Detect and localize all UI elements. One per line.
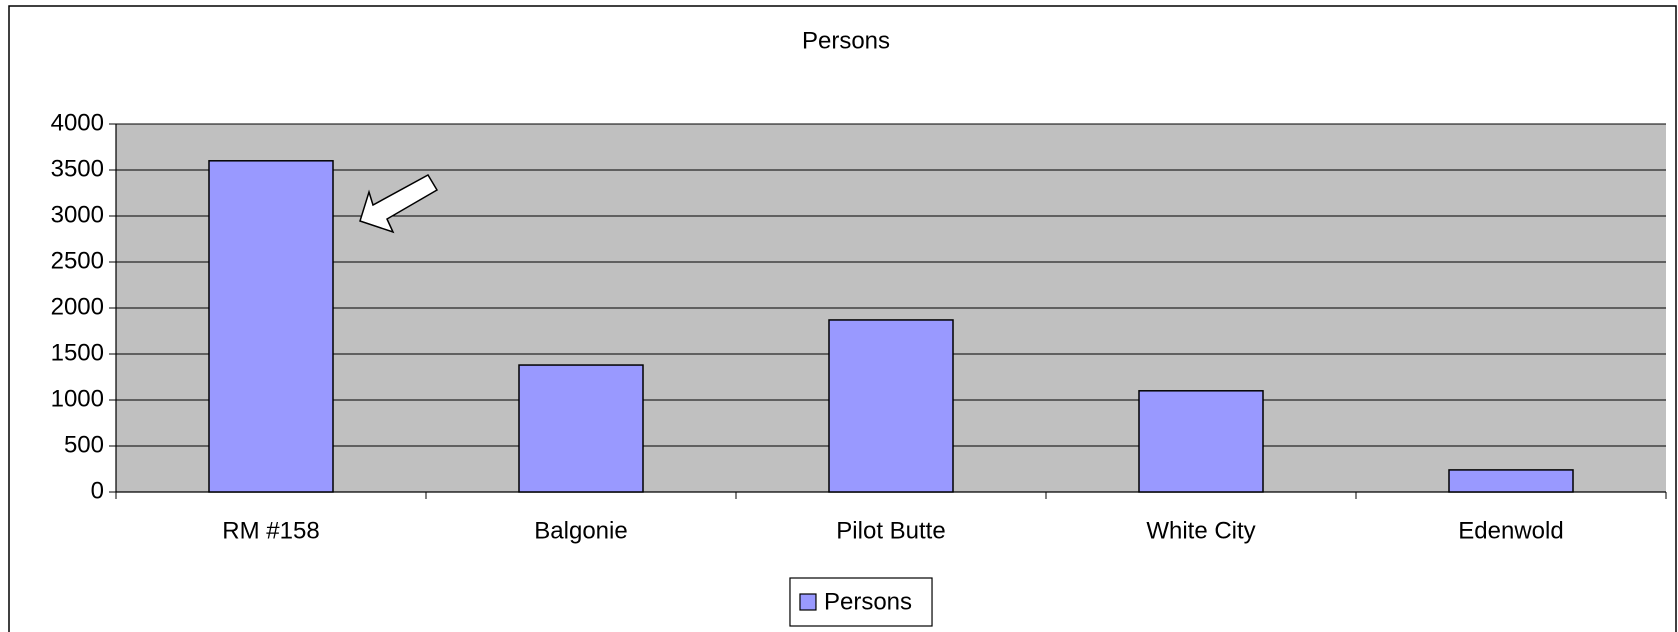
bar (1448, 469, 1574, 493)
y-tick-label: 3500 (51, 155, 104, 182)
y-tick-label: 4000 (51, 109, 104, 136)
chart-title: Persons (802, 27, 890, 54)
legend: Persons (789, 577, 933, 627)
x-tick-label: White City (1146, 517, 1255, 544)
x-tick-label: Balgonie (534, 517, 627, 544)
x-tick-label: Pilot Butte (836, 517, 945, 544)
legend-swatch (799, 593, 817, 611)
y-tick-label: 3000 (51, 201, 104, 228)
bar (208, 160, 334, 493)
y-tick-label: 1000 (51, 385, 104, 412)
legend-label: Persons (824, 588, 912, 615)
x-tick-label: RM #158 (222, 517, 319, 544)
x-tick-label: Edenwold (1458, 517, 1563, 544)
y-tick-label: 500 (64, 431, 104, 458)
bar (1138, 390, 1264, 493)
y-tick-label: 2500 (51, 247, 104, 274)
y-tick-label: 2000 (51, 293, 104, 320)
bar (828, 319, 954, 493)
y-tick-label: 0 (91, 477, 104, 504)
bar (518, 364, 644, 493)
y-tick-label: 1500 (51, 339, 104, 366)
arrow-annotation (359, 173, 439, 234)
